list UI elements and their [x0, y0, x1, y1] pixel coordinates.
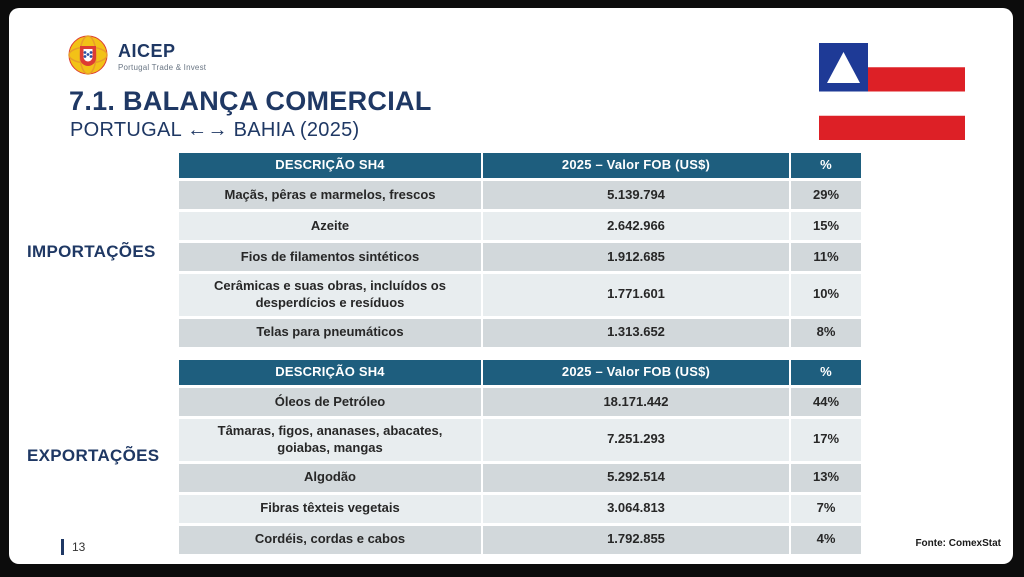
page-title: 7.1. BALANÇA COMERCIAL [69, 86, 432, 116]
table-cell: 7% [791, 494, 861, 526]
table-cell: Azeite [179, 212, 483, 243]
imports-table: DESCRIÇÃO SH4 2025 – Valor FOB (US$)% Maçã… [179, 153, 861, 350]
table-cell: 1.912.685 [483, 243, 791, 274]
table-header-cell: 2025 – Valor FOB (US$) [483, 153, 791, 181]
table-row: Azeite 2.642.966 15% [179, 212, 861, 243]
table-cell: Fios de filamentos sintéticos [179, 243, 483, 274]
table-cell: Óleos de Petróleo [179, 388, 483, 419]
table-header-cell: % [791, 153, 861, 181]
table-header-row: DESCRIÇÃO SH4 2025 – Valor FOB (US$)% [179, 153, 861, 181]
logo-tagline: Portugal Trade & Invest [118, 63, 207, 72]
table-cell: Algodão [179, 463, 483, 495]
portugal-emblem-icon [67, 34, 109, 81]
table-header-cell: % [791, 360, 861, 388]
page-subtitle: PORTUGAL ←→ BAHIA (2025) [70, 119, 360, 141]
table-row: Cordéis, cordas e cabos 1.792.855 4% [179, 525, 861, 557]
table-cell: 4% [791, 525, 861, 557]
table-cell: 8% [791, 318, 861, 350]
exports-label: EXPORTAÇÕES [27, 446, 160, 465]
table-cell: 11% [791, 243, 861, 274]
table-cell: 2.642.966 [483, 212, 791, 243]
table-cell: 1.313.652 [483, 318, 791, 350]
table-header-cell: DESCRIÇÃO SH4 [179, 153, 483, 181]
table-cell: Cerâmicas e suas obras, incluídos os des… [179, 274, 483, 319]
logo-brand-text: AICEP [118, 41, 176, 61]
table-cell: 7.251.293 [483, 419, 791, 464]
imports-label: IMPORTAÇÕES [27, 242, 156, 261]
table-cell: 3.064.813 [483, 494, 791, 526]
table-cell: 18.171.442 [483, 388, 791, 419]
table-cell: Telas para pneumáticos [179, 318, 483, 350]
exports-table: DESCRIÇÃO SH4 2025 – Valor FOB (US$)% Óleo… [179, 360, 861, 557]
table-header-row: DESCRIÇÃO SH4 2025 – Valor FOB (US$)% [179, 360, 861, 388]
presentation-slide: AICEP Portugal Trade & Invest 7.1. BALAN… [9, 8, 1013, 564]
table-header-cell: DESCRIÇÃO SH4 [179, 360, 483, 388]
table-cell: 1.792.855 [483, 525, 791, 557]
table-cell: 10% [791, 274, 861, 319]
table-row: Cerâmicas e suas obras, incluídos os des… [179, 274, 861, 319]
table-row: Fibras têxteis vegetais 3.064.813 7% [179, 494, 861, 526]
page-number-value: 13 [72, 540, 86, 554]
table-cell: 44% [791, 388, 861, 419]
table-cell: 15% [791, 212, 861, 243]
page-number: 13 [61, 539, 85, 555]
table-cell: Maçãs, pêras e marmelos, frescos [179, 181, 483, 212]
table-cell: 29% [791, 181, 861, 212]
table-row: Fios de filamentos sintéticos 1.912.685 11… [179, 243, 861, 274]
table-row: Óleos de Petróleo 18.171.442 44% [179, 388, 861, 419]
table-cell: 17% [791, 419, 861, 464]
table-row: Tâmaras, figos, ananases, abacates, goia… [179, 419, 861, 464]
table-row: Algodão 5.292.514 13% [179, 463, 861, 495]
source-note: Fonte: ComexStat [915, 538, 1001, 549]
table-cell: 5.139.794 [483, 181, 791, 212]
table-header-cell: 2025 – Valor FOB (US$) [483, 360, 791, 388]
table-cell: 13% [791, 463, 861, 495]
bahia-flag-icon [819, 43, 965, 140]
table-row: Maçãs, pêras e marmelos, frescos 5.139.79… [179, 181, 861, 212]
page-number-bar [61, 539, 64, 555]
table-row: Telas para pneumáticos 1.313.652 8% [179, 318, 861, 350]
table-cell: 5.292.514 [483, 463, 791, 495]
table-cell: 1.771.601 [483, 274, 791, 319]
table-cell: Tâmaras, figos, ananases, abacates, goia… [179, 419, 483, 464]
table-cell: Cordéis, cordas e cabos [179, 525, 483, 557]
aicep-logo: AICEP Portugal Trade & Invest [67, 34, 206, 81]
table-cell: Fibras têxteis vegetais [179, 494, 483, 526]
